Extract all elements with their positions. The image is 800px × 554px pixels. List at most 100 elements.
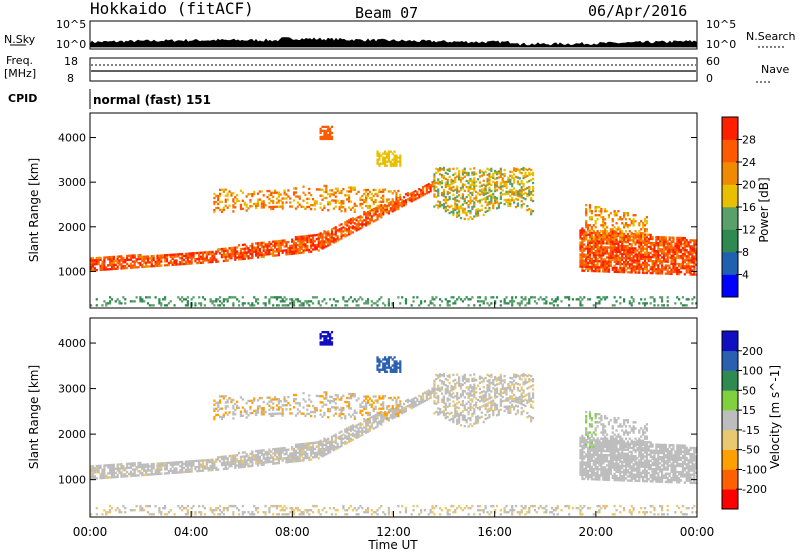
power-cell (236, 250, 239, 253)
power-cell (579, 296, 582, 299)
power-cell (401, 203, 404, 206)
power-cell (689, 269, 692, 272)
power-cell (456, 199, 459, 202)
power-cell (484, 192, 487, 196)
velocity-cell (236, 404, 239, 408)
power-cell (321, 237, 324, 240)
power-cell (340, 199, 343, 203)
power-cell (640, 255, 643, 258)
power-cell (488, 168, 491, 171)
power-cell (241, 207, 244, 210)
velocity-cell (188, 464, 191, 467)
power-cell (471, 171, 474, 174)
velocity-cell (310, 400, 313, 403)
power-cell (619, 240, 622, 244)
velocity-cell (321, 450, 324, 454)
power-cell (649, 259, 652, 263)
velocity-cell (255, 411, 258, 414)
power-cell (133, 264, 136, 267)
power-cell (617, 240, 620, 243)
power-cell (668, 266, 671, 269)
velocity-cell (332, 414, 335, 417)
power-cell (588, 224, 592, 227)
power-cell (630, 220, 633, 223)
power-cell (594, 210, 597, 213)
power-cell (103, 258, 106, 261)
power-cell (687, 267, 690, 270)
power-cell (469, 209, 472, 213)
velocity-cell (131, 468, 134, 471)
velocity-cell (357, 429, 360, 432)
power-cell (596, 243, 599, 247)
velocity-cell (234, 402, 237, 406)
velocity-cell (279, 457, 282, 460)
power-cell (594, 208, 597, 211)
power-cell (372, 200, 375, 204)
power-cell (605, 210, 609, 213)
power-cell (511, 176, 514, 180)
velocity-cell (108, 468, 112, 471)
power-cell (384, 204, 387, 207)
power-cell (334, 238, 337, 241)
power-cell (105, 256, 108, 259)
power-cell (611, 258, 614, 261)
power-cell (626, 214, 630, 217)
power-cell (488, 188, 491, 192)
velocity-cell (387, 411, 391, 414)
velocity-cell (256, 411, 260, 414)
power-cell (531, 177, 535, 181)
velocity-cell (361, 423, 364, 426)
power-cell (342, 230, 345, 233)
power-cell (287, 240, 290, 244)
velocity-cell (152, 464, 155, 468)
nsearch-label: N.Search (746, 30, 796, 43)
power-cell (241, 253, 244, 257)
power-cell (137, 266, 140, 269)
velocity-cell (304, 454, 307, 458)
power-cell (163, 296, 167, 299)
power-cell (384, 164, 387, 167)
power-cell (239, 247, 243, 251)
velocity-cell (395, 412, 398, 416)
power-cell (268, 197, 271, 201)
power-cell (463, 175, 466, 178)
power-cell (228, 190, 231, 193)
power-cell (421, 186, 425, 189)
power-cell (393, 150, 396, 153)
power-cell (660, 236, 664, 239)
power-cell (602, 264, 605, 267)
power-cell (457, 170, 461, 173)
power-cell (217, 248, 220, 251)
velocity-cell (118, 463, 121, 466)
power-cell (695, 253, 698, 256)
velocity-cell (397, 407, 400, 411)
velocity-cell (139, 465, 142, 469)
velocity-cell (171, 461, 174, 464)
power-cell (499, 201, 502, 205)
power-cell (600, 252, 603, 255)
power-cell (623, 232, 626, 236)
velocity-cell (423, 391, 427, 394)
power-cell (602, 266, 605, 269)
power-cell (298, 251, 301, 255)
power-cell (645, 263, 648, 267)
velocity-cell (287, 395, 290, 399)
power-cell (613, 234, 616, 237)
power-cell (640, 233, 643, 236)
power-cell (90, 304, 93, 307)
power-cell (285, 298, 288, 301)
power-cell (615, 242, 618, 245)
power-cell (382, 205, 385, 208)
power-cell (433, 173, 436, 176)
power-cell (452, 185, 455, 189)
power-cell (526, 192, 529, 196)
velocity-cell (440, 382, 444, 385)
power-cell (275, 240, 279, 243)
power-cell (302, 235, 305, 238)
power-cell (617, 270, 620, 274)
velocity-cell (266, 459, 269, 462)
power-cell (600, 208, 603, 211)
power-cell (376, 152, 379, 155)
power-cell (623, 248, 626, 252)
power-cell (617, 232, 620, 235)
